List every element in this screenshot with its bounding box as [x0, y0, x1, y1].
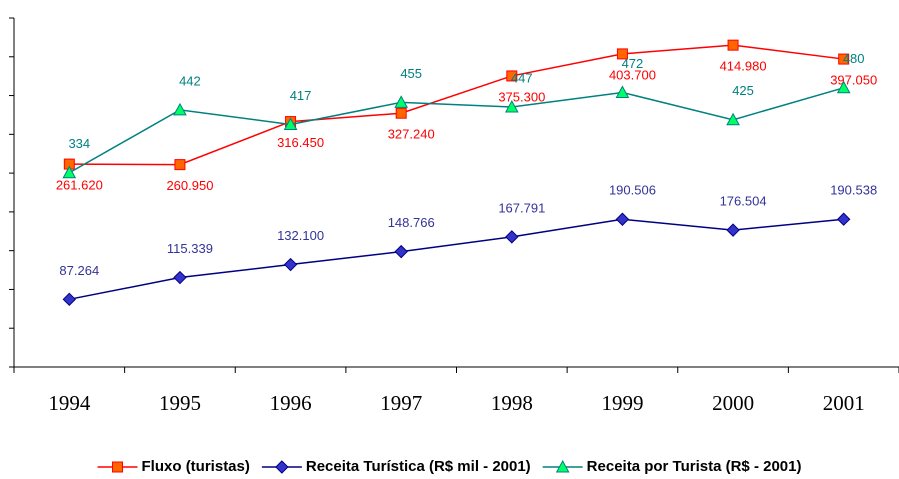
data-label: 148.766 — [388, 215, 435, 230]
x-tick-label: 1996 — [270, 391, 312, 415]
data-label: 316.450 — [277, 135, 324, 150]
legend-label: Receita por Turista (R$ - 2001) — [587, 458, 802, 475]
x-tick-label: 1997 — [380, 391, 422, 415]
marker — [727, 39, 739, 51]
marker — [62, 292, 77, 307]
data-label: 455 — [400, 66, 422, 81]
marker — [394, 244, 408, 259]
marker — [173, 102, 187, 116]
marker — [615, 212, 630, 226]
data-label: 442 — [179, 73, 201, 88]
data-label: 425 — [732, 83, 754, 98]
marker — [395, 107, 407, 119]
marker — [283, 117, 298, 130]
data-label: 397.050 — [830, 73, 877, 88]
marker — [726, 223, 740, 237]
data-label: 190.538 — [830, 183, 877, 198]
data-label: 167.791 — [498, 200, 545, 215]
x-tick-label: 1994 — [48, 391, 91, 415]
data-label: 87.264 — [59, 263, 99, 278]
x-tick-label: 2001 — [823, 391, 865, 415]
marker — [174, 159, 186, 171]
data-label: 375.300 — [498, 89, 545, 104]
data-label: 176.504 — [720, 194, 767, 209]
series-line — [69, 44, 844, 166]
marker — [836, 212, 851, 226]
data-label: 132.100 — [277, 228, 324, 243]
marker — [173, 270, 187, 285]
marker — [504, 99, 519, 113]
data-label: 260.950 — [166, 178, 213, 193]
marker — [726, 112, 740, 126]
x-tick-label: 1995 — [159, 391, 201, 415]
marker — [112, 461, 124, 473]
marker — [838, 53, 850, 65]
marker — [555, 459, 570, 473]
legend: Fluxo (turistas) Receita Turística (R$ mi… — [97, 458, 802, 475]
data-label: 480 — [843, 51, 865, 66]
data-label: 190.506 — [609, 183, 656, 198]
x-tick-label: 1999 — [601, 391, 643, 415]
data-label: 417 — [290, 88, 312, 103]
data-label: 261.620 — [56, 178, 103, 193]
series-line — [68, 87, 844, 174]
marker — [615, 85, 630, 98]
legend-label: Receita Turística (R$ mil - 2001) — [306, 458, 531, 475]
marker — [506, 70, 518, 82]
data-label: 327.240 — [388, 127, 435, 142]
series-line — [69, 218, 844, 301]
marker — [62, 165, 77, 179]
marker — [394, 95, 409, 108]
data-label: 403.700 — [609, 67, 656, 82]
data-label: 472 — [622, 56, 644, 71]
x-tick-label: 1998 — [491, 391, 533, 415]
marker — [275, 460, 289, 474]
data-label: 414.980 — [720, 59, 767, 74]
marker — [505, 230, 519, 244]
legend-label: Fluxo (turistas) — [142, 458, 250, 475]
data-label: 334 — [68, 136, 90, 151]
marker — [616, 48, 628, 60]
data-label: 447 — [511, 70, 533, 85]
x-tick-label: 2000 — [712, 391, 754, 415]
marker — [283, 257, 298, 272]
marker — [836, 80, 851, 94]
data-label: 115.339 — [167, 241, 213, 256]
